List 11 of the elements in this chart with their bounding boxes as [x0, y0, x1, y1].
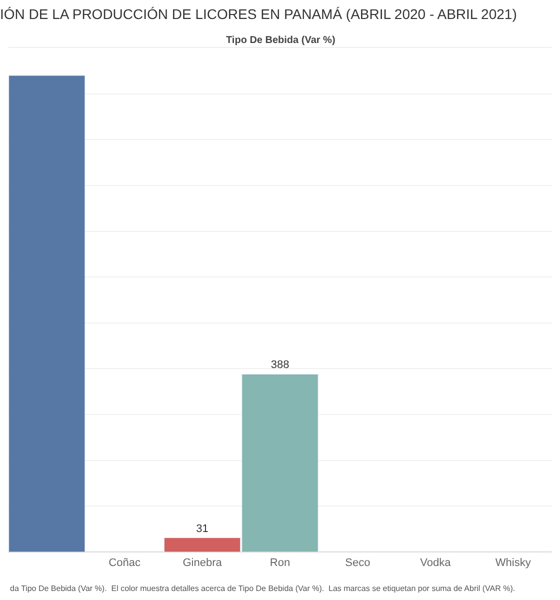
x-tick-label: Ginebra: [182, 557, 223, 570]
x-tick-label: Ron: [270, 557, 290, 570]
chart-title: IÓN DE LA PRODUCCIÓN DE LICORES EN PANAMÁ (ABRIL 2020 - ABRIL 2021): [0, 6, 517, 22]
text: da Tipo De Bebida (Var %). El color muestra detalles acerca de Tipo De Bebida (Var %). Las marcas se etiquetan por suma de Abril (VAR %).: [10, 584, 516, 593]
x-tick-label: Whisky: [495, 557, 532, 570]
data-label: 31: [196, 522, 208, 535]
chart-subtitle: Tipo De Bebida (Var %): [226, 35, 336, 46]
x-tick-label: Seco: [345, 557, 370, 570]
data-label: 388: [270, 359, 290, 372]
x-tick-label: Coñac: [108, 557, 141, 570]
x-tick-label: Vodka: [420, 557, 452, 570]
